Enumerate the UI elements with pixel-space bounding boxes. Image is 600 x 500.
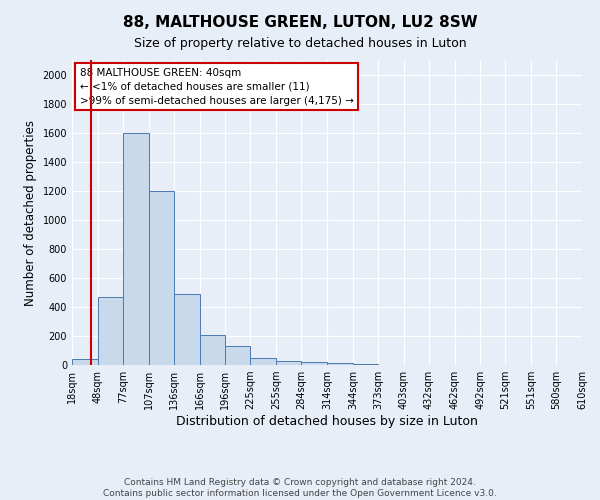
Bar <box>353 364 378 365</box>
Bar <box>98 296 123 365</box>
Bar <box>173 294 199 365</box>
Bar <box>199 334 226 365</box>
Bar <box>301 362 327 365</box>
Bar <box>226 346 250 365</box>
Bar <box>327 363 353 365</box>
Text: Size of property relative to detached houses in Luton: Size of property relative to detached ho… <box>134 38 466 51</box>
Y-axis label: Number of detached properties: Number of detached properties <box>24 120 37 306</box>
Text: 88 MALTHOUSE GREEN: 40sqm
← <1% of detached houses are smaller (11)
>99% of semi: 88 MALTHOUSE GREEN: 40sqm ← <1% of detac… <box>80 68 353 106</box>
Bar <box>72 359 98 365</box>
Bar <box>276 360 301 365</box>
X-axis label: Distribution of detached houses by size in Luton: Distribution of detached houses by size … <box>176 415 478 428</box>
Bar <box>250 358 276 365</box>
Text: Contains HM Land Registry data © Crown copyright and database right 2024.
Contai: Contains HM Land Registry data © Crown c… <box>103 478 497 498</box>
Bar <box>123 132 149 365</box>
Text: 88, MALTHOUSE GREEN, LUTON, LU2 8SW: 88, MALTHOUSE GREEN, LUTON, LU2 8SW <box>122 15 478 30</box>
Bar <box>149 190 173 365</box>
